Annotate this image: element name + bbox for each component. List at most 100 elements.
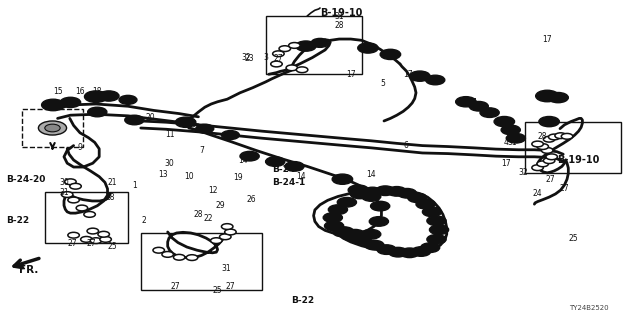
Circle shape [221, 224, 233, 229]
Circle shape [369, 217, 388, 226]
Circle shape [365, 240, 384, 250]
Circle shape [506, 133, 525, 143]
Circle shape [410, 71, 430, 81]
Circle shape [362, 192, 381, 201]
Text: 28: 28 [194, 210, 203, 219]
Circle shape [427, 235, 446, 244]
Text: 28: 28 [335, 21, 344, 30]
Circle shape [70, 183, 81, 189]
Circle shape [42, 99, 65, 111]
Text: 31: 31 [334, 12, 344, 20]
Circle shape [429, 225, 449, 235]
Text: 25: 25 [107, 242, 117, 251]
Circle shape [480, 108, 499, 117]
Text: 7: 7 [199, 146, 204, 155]
Circle shape [341, 231, 360, 240]
Text: 6: 6 [404, 141, 409, 150]
Text: 14: 14 [296, 172, 306, 181]
Circle shape [119, 95, 137, 104]
Circle shape [196, 124, 214, 133]
Bar [22, 109, 83, 147]
Text: B-24: B-24 [272, 165, 295, 174]
Text: B-19-10: B-19-10 [320, 8, 362, 19]
Circle shape [388, 247, 408, 257]
Circle shape [65, 179, 76, 185]
Circle shape [532, 165, 543, 171]
Text: 31: 31 [221, 264, 232, 273]
Circle shape [539, 116, 559, 127]
Text: TY24B2520: TY24B2520 [569, 305, 609, 311]
Circle shape [543, 136, 555, 142]
Circle shape [348, 185, 369, 195]
Text: 17: 17 [500, 159, 511, 168]
Circle shape [337, 197, 356, 207]
Circle shape [469, 101, 488, 111]
Circle shape [61, 192, 73, 197]
Circle shape [358, 43, 378, 53]
Circle shape [537, 161, 548, 167]
Text: 29: 29 [216, 201, 226, 210]
Text: 11: 11 [165, 130, 174, 139]
Circle shape [279, 46, 291, 52]
Circle shape [98, 231, 109, 237]
Circle shape [537, 144, 548, 149]
Text: 21: 21 [108, 178, 116, 187]
Circle shape [125, 115, 144, 125]
Circle shape [153, 247, 164, 253]
Circle shape [324, 221, 344, 231]
Circle shape [162, 252, 173, 257]
Circle shape [543, 158, 555, 164]
Circle shape [546, 154, 557, 160]
Circle shape [377, 245, 396, 254]
Circle shape [397, 188, 417, 198]
Text: 17: 17 [478, 104, 488, 113]
Text: 27: 27 [67, 239, 77, 248]
Text: 10: 10 [184, 172, 194, 180]
Circle shape [400, 248, 419, 258]
Circle shape [376, 186, 395, 196]
Text: 5: 5 [380, 79, 385, 88]
Circle shape [289, 43, 300, 48]
Text: 25: 25 [568, 234, 579, 243]
Circle shape [333, 227, 352, 237]
Text: 8: 8 [51, 101, 56, 110]
Circle shape [296, 41, 316, 51]
Circle shape [416, 199, 435, 209]
Circle shape [536, 90, 559, 102]
Circle shape [68, 197, 79, 203]
Circle shape [335, 227, 354, 236]
Text: B-24-20: B-24-20 [6, 175, 46, 184]
Circle shape [422, 207, 442, 217]
Circle shape [380, 49, 401, 60]
Text: 27: 27 [545, 175, 556, 184]
Circle shape [68, 232, 79, 238]
Circle shape [90, 238, 102, 244]
Circle shape [173, 254, 185, 260]
Circle shape [555, 133, 566, 139]
Circle shape [561, 133, 573, 139]
Circle shape [332, 174, 353, 184]
Text: B-22: B-22 [291, 296, 314, 305]
Text: 27: 27 [273, 54, 284, 63]
Text: 30: 30 [59, 178, 69, 187]
Circle shape [426, 75, 445, 85]
Circle shape [363, 187, 382, 197]
Circle shape [45, 124, 60, 132]
Text: 31: 31 [507, 138, 517, 147]
Circle shape [311, 38, 329, 47]
Text: 17: 17 [542, 35, 552, 44]
Text: 19: 19 [233, 173, 243, 182]
Circle shape [76, 205, 88, 211]
Circle shape [285, 162, 304, 171]
Circle shape [328, 205, 348, 214]
Bar [266, 16, 362, 74]
Circle shape [501, 125, 520, 135]
Circle shape [88, 107, 107, 117]
Text: 23: 23 [244, 54, 255, 63]
Circle shape [81, 236, 92, 242]
Text: 12: 12 [209, 186, 218, 195]
Circle shape [362, 229, 381, 239]
Circle shape [38, 121, 67, 135]
Circle shape [273, 51, 284, 57]
Text: 27: 27 [170, 282, 180, 291]
